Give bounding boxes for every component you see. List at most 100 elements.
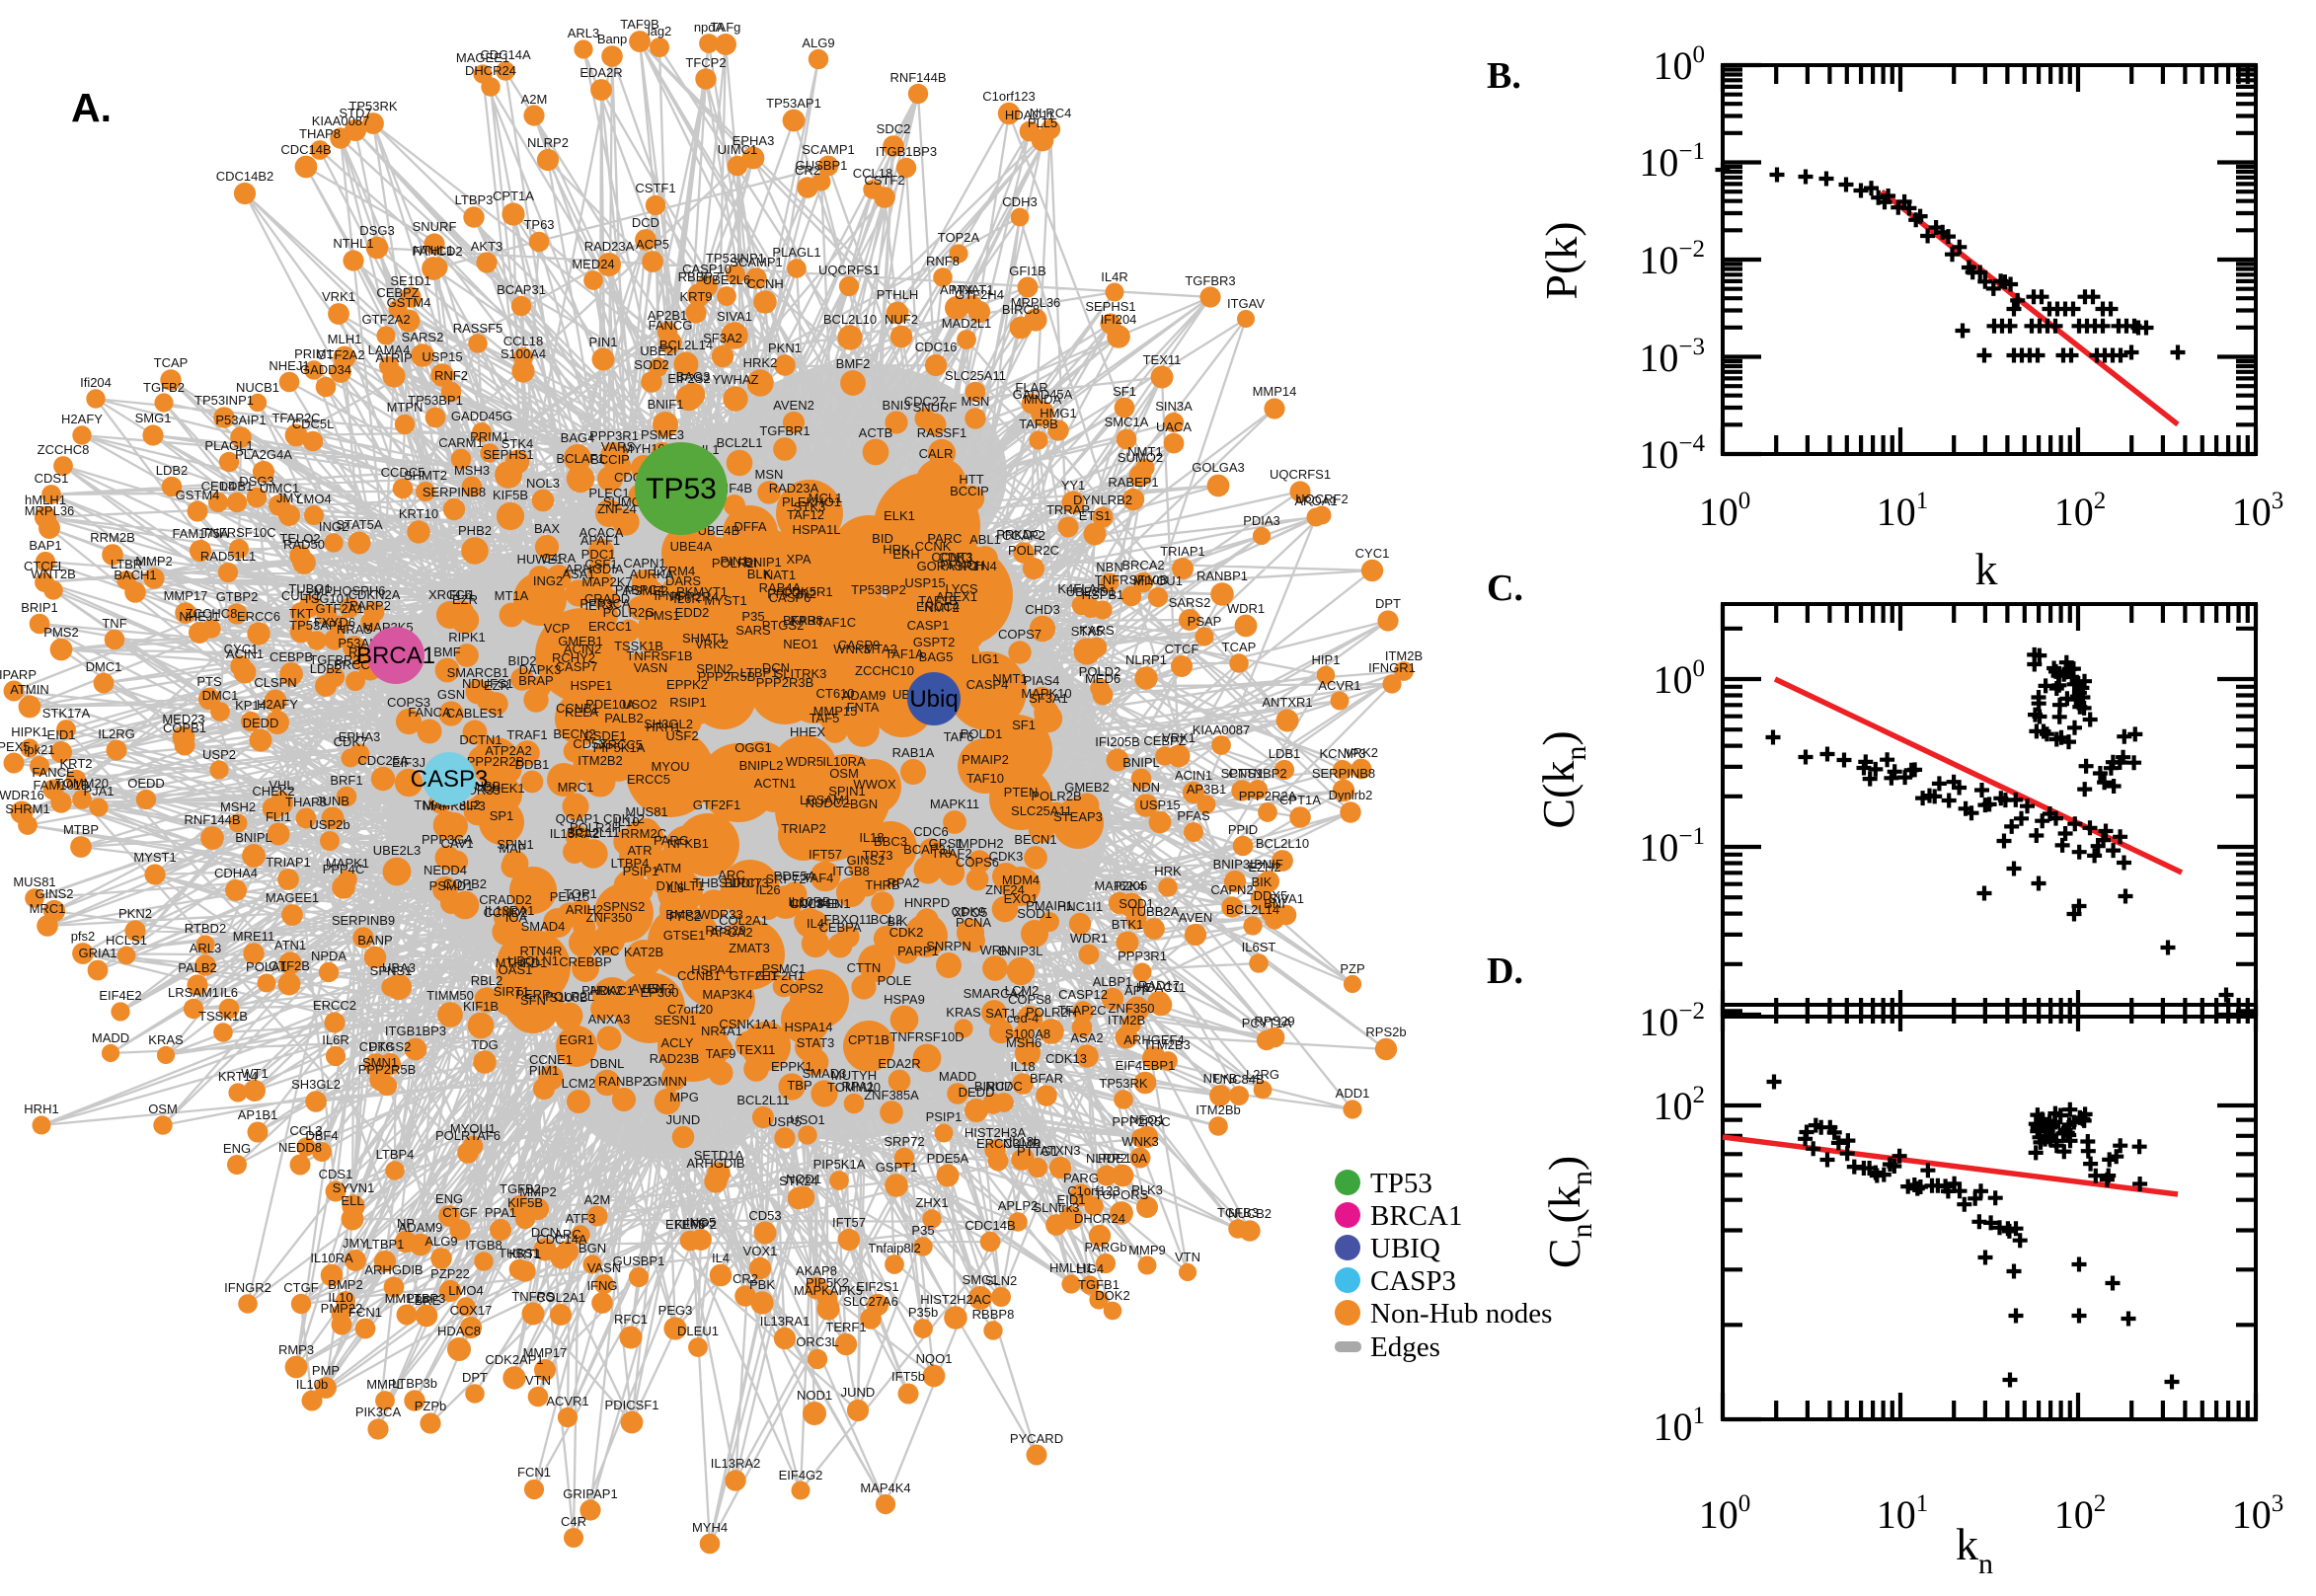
svg-text:VASN: VASN [587, 1260, 621, 1275]
svg-text:LCM2: LCM2 [1005, 983, 1040, 998]
svg-text:HNC1I1: HNC1I1 [1057, 899, 1103, 914]
svg-text:LDB1: LDB1 [221, 479, 254, 494]
svg-text:IL10RA: IL10RA [310, 1251, 353, 1265]
svg-text:BECN2: BECN2 [553, 726, 595, 741]
svg-text:ING5: ING5 [686, 1215, 716, 1230]
svg-text:WDR33: WDR33 [698, 907, 743, 922]
svg-text:RNF8: RNF8 [926, 254, 960, 268]
svg-text:IL13RA2: IL13RA2 [550, 826, 600, 841]
svg-text:HMLH1: HMLH1 [1049, 1260, 1093, 1275]
svg-text:DARS: DARS [665, 573, 701, 588]
svg-text:LTBP3: LTBP3 [455, 192, 494, 207]
svg-text:CDK9: CDK9 [952, 904, 986, 919]
svg-text:TNFRSF10C: TNFRSF10C [201, 525, 275, 540]
svg-text:TELO2: TELO2 [279, 531, 320, 546]
svg-text:GINS2: GINS2 [35, 886, 73, 901]
svg-text:PZPb: PZPb [415, 1399, 447, 1413]
svg-text:TSG101: TSG101 [303, 591, 350, 606]
svg-text:PARG: PARG [1063, 1171, 1099, 1185]
svg-text:BNIP3L: BNIP3L [1213, 857, 1258, 872]
svg-text:TUBB2A: TUBB2A [1129, 904, 1180, 919]
svg-text:ARHGDIB: ARHGDIB [364, 1262, 423, 1277]
svg-text:ERCC2: ERCC2 [313, 998, 356, 1013]
svg-text:IL18: IL18 [1010, 1059, 1035, 1074]
svg-text:BCCIP: BCCIP [590, 452, 630, 467]
svg-text:MTHFD1: MTHFD1 [496, 955, 548, 970]
svg-text:TUBG1: TUBG1 [288, 581, 331, 596]
svg-text:SLC25A11: SLC25A11 [945, 368, 1006, 383]
svg-text:ITM2Bb: ITM2Bb [1196, 1102, 1241, 1117]
svg-text:EID1: EID1 [1057, 1192, 1086, 1207]
svg-text:CYC1: CYC1 [224, 642, 259, 656]
svg-text:CAPN2: CAPN2 [1210, 882, 1253, 897]
svg-text:PARC: PARC [927, 531, 962, 546]
svg-text:FANCE: FANCE [32, 765, 75, 780]
svg-text:EPPK2: EPPK2 [666, 677, 708, 692]
svg-text:P35: P35 [741, 609, 764, 624]
svg-text:UIMC1: UIMC1 [260, 481, 299, 495]
svg-text:VTN: VTN [1175, 1250, 1200, 1264]
svg-text:DDIT3: DDIT3 [732, 875, 769, 890]
svg-text:VRK1: VRK1 [1162, 730, 1196, 745]
svg-text:TP53: TP53 [1370, 1168, 1432, 1199]
svg-text:P35: P35 [911, 1223, 934, 1238]
svg-text:CRADD2: CRADD2 [479, 892, 531, 907]
svg-text:THAP8: THAP8 [299, 126, 341, 141]
svg-text:I6205: I6205 [1116, 878, 1148, 893]
svg-text:SFN: SFN [520, 993, 546, 1008]
svg-text:KCNIP3: KCNIP3 [1320, 746, 1366, 761]
svg-text:PPP2R5C: PPP2R5C [1112, 1114, 1170, 1129]
svg-text:WT1: WT1 [241, 1066, 268, 1081]
svg-text:NEO1: NEO1 [783, 637, 817, 651]
svg-text:IOA: IOA [505, 910, 528, 925]
svg-text:RPS2b: RPS2b [1365, 1025, 1406, 1039]
svg-text:ADD1: ADD1 [1336, 1086, 1370, 1101]
svg-text:ANTXR1: ANTXR1 [1262, 695, 1312, 710]
svg-text:TGFBR1: TGFBR1 [759, 423, 810, 438]
svg-text:PABPC4: PABPC4 [615, 582, 664, 597]
svg-text:BGN: BGN [579, 1241, 606, 1255]
svg-text:BNI: BNI [1264, 896, 1285, 911]
svg-text:RNF144B: RNF144B [889, 70, 946, 85]
svg-text:IL10b: IL10b [296, 1377, 329, 1392]
svg-text:COL2A1: COL2A1 [719, 913, 768, 928]
svg-text:PLK3: PLK3 [1131, 1182, 1163, 1197]
svg-text:SMN1: SMN1 [362, 1055, 398, 1070]
svg-text:BAX: BAX [534, 521, 560, 536]
svg-text:CDC14A: CDC14A [480, 47, 531, 62]
svg-text:SF1: SF1 [1113, 384, 1136, 399]
svg-text:NUF2: NUF2 [885, 312, 918, 327]
svg-text:LTBP3: LTBP3 [408, 1291, 446, 1306]
svg-text:CCNE1: CCNE1 [529, 1052, 573, 1067]
svg-text:APAF1: APAF1 [580, 533, 620, 548]
svg-text:HRK: HRK [1154, 864, 1182, 878]
svg-text:HIST2H3A: HIST2H3A [965, 1125, 1026, 1140]
svg-text:MED6: MED6 [1085, 671, 1120, 686]
svg-text:L2RG: L2RG [1246, 1067, 1279, 1082]
svg-text:TAF4: TAF4 [804, 871, 834, 885]
svg-text:PPP3CA: PPP3CA [579, 596, 631, 611]
svg-text:MAPK1: MAPK1 [326, 856, 369, 871]
svg-text:BMF: BMF [433, 645, 461, 659]
svg-text:GUSBP1: GUSBP1 [613, 1254, 665, 1268]
svg-text:PYCARD: PYCARD [1010, 1431, 1063, 1446]
svg-text:PPP2R5B: PPP2R5B [358, 1062, 417, 1077]
svg-text:CDS1: CDS1 [35, 471, 69, 486]
svg-text:HCLS1: HCLS1 [106, 933, 147, 948]
svg-text:PIP5K1A: PIP5K1A [593, 740, 646, 755]
svg-text:CTTN: CTTN [847, 960, 882, 975]
svg-text:USF2: USF2 [665, 728, 698, 743]
svg-text:Tnfaip8l2: Tnfaip8l2 [868, 1241, 920, 1255]
svg-text:BCCIP: BCCIP [950, 484, 989, 498]
svg-text:DPT: DPT [462, 1370, 488, 1385]
svg-text:C7orf20: C7orf20 [667, 1002, 713, 1017]
svg-text:CYC1: CYC1 [1355, 546, 1390, 561]
svg-text:ACTB: ACTB [859, 425, 893, 440]
svg-text:MSH6: MSH6 [1006, 1035, 1042, 1050]
svg-text:COPS8: COPS8 [1008, 992, 1051, 1007]
svg-text:BBC3: BBC3 [874, 834, 907, 849]
svg-text:BRCA1: BRCA1 [356, 643, 435, 669]
svg-text:CSTF1: CSTF1 [635, 181, 675, 195]
svg-text:OEDD: OEDD [127, 776, 165, 791]
svg-text:EXO1: EXO1 [1004, 891, 1039, 906]
